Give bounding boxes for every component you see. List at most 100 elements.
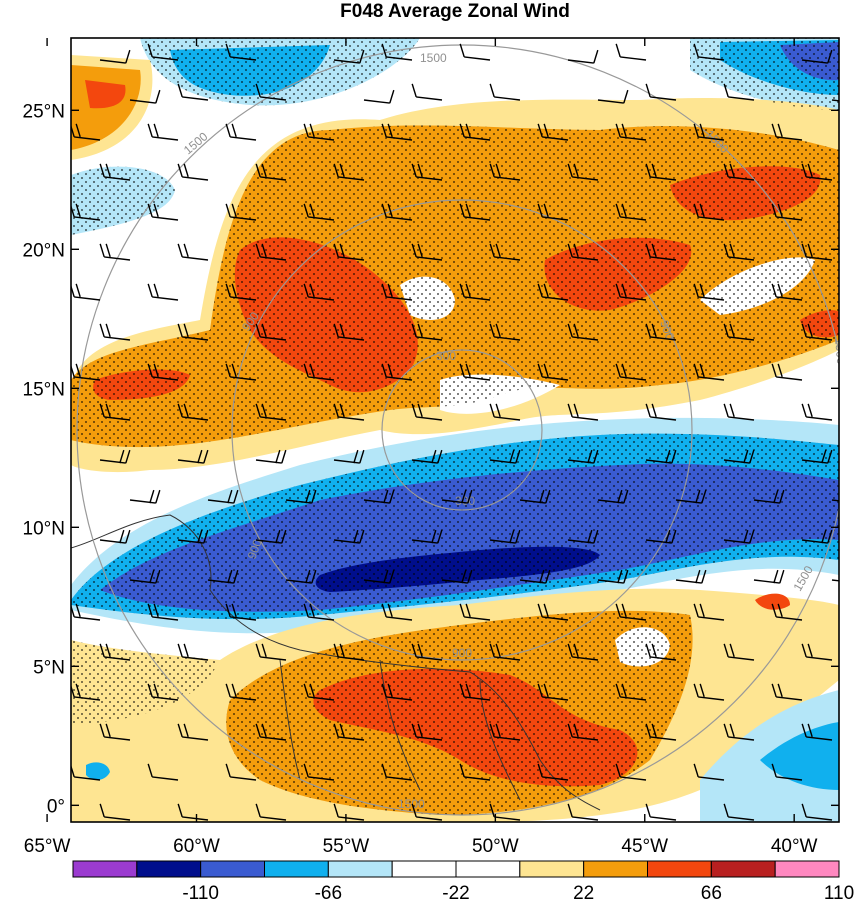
colorbar-swatch — [391, 860, 457, 878]
wind-barb — [333, 529, 365, 544]
wind-barb — [675, 489, 707, 504]
ring-label: 900 — [245, 537, 265, 561]
y-tick-label: 10°N — [23, 518, 65, 539]
wind-barb — [537, 763, 569, 781]
wind-barb — [753, 489, 785, 504]
colorbar-label: -22 — [442, 883, 469, 900]
wind-barb — [99, 403, 131, 421]
wind-barb — [225, 283, 257, 301]
colorbar-swatch — [327, 860, 393, 878]
wind-barb — [615, 203, 647, 221]
wind-barb — [207, 489, 239, 504]
wind-barb — [693, 283, 725, 301]
wind-barb — [597, 489, 629, 504]
ring-label: 900 — [452, 646, 472, 660]
stipple-ne-corner — [690, 38, 839, 110]
wind-barb — [177, 529, 209, 544]
wind-barb — [567, 323, 599, 341]
wind-barb — [519, 489, 551, 504]
wind-barb — [615, 43, 647, 61]
wind-barb — [285, 489, 317, 504]
wind-barb — [489, 403, 521, 421]
wind-barb — [489, 529, 521, 544]
ring-label: 1500 — [832, 337, 848, 365]
wind-barb — [411, 243, 443, 261]
wind-barb — [459, 363, 491, 381]
wind-barb — [225, 363, 257, 381]
wind-barb — [537, 603, 569, 621]
wind-barb — [99, 643, 131, 661]
contour-southwest-easterly — [86, 762, 110, 780]
colorbar-label: -66 — [315, 883, 342, 900]
range-ring-900 — [231, 199, 693, 661]
wind-barb — [255, 449, 287, 464]
colorbar-swatch — [583, 860, 649, 878]
wind-barb — [225, 603, 257, 621]
wind-barb — [99, 243, 131, 261]
x-tick-label: 50°W — [472, 836, 519, 857]
wind-barb — [567, 163, 599, 181]
wind-barb — [801, 163, 833, 181]
wind-barb — [333, 403, 365, 421]
wind-barb — [255, 163, 287, 181]
wind-barb — [381, 763, 413, 781]
colorbar-swatch — [72, 860, 138, 878]
wind-barb — [597, 89, 629, 104]
range-rings — [76, 44, 839, 816]
wind-barb — [459, 603, 491, 621]
wind-barb — [459, 763, 491, 781]
ring-label: 1500 — [420, 51, 447, 65]
wind-barb — [147, 123, 179, 141]
colorbar-swatch — [455, 860, 521, 878]
wind-barb — [831, 99, 839, 102]
stipple-easterly-band — [71, 433, 839, 620]
wind-barb — [693, 763, 725, 781]
wind-barb — [645, 529, 677, 544]
wind-barb — [411, 163, 443, 181]
wind-barb — [177, 163, 209, 181]
wind-barb — [147, 283, 179, 301]
wind-barb — [489, 723, 521, 741]
wind-barb — [381, 123, 413, 141]
wind-barb — [693, 43, 725, 61]
wind-barb — [255, 643, 287, 661]
wind-barb — [411, 323, 443, 341]
wind-barb — [177, 803, 209, 821]
wind-barb — [333, 723, 365, 741]
wind-barb — [801, 529, 833, 544]
wind-barb — [225, 763, 257, 781]
wind-barb — [645, 243, 677, 261]
wind-barb — [99, 323, 131, 341]
wind-barb — [333, 449, 365, 464]
wind-barb — [333, 643, 365, 661]
wind-barb — [147, 683, 179, 701]
wind-barb — [177, 449, 209, 464]
colorbar-swatch — [264, 860, 329, 878]
wind-barb — [801, 323, 833, 341]
colorbar-swatch — [774, 860, 840, 878]
stippling-overlay — [71, 38, 839, 815]
colorbar-label: 66 — [701, 883, 722, 900]
wind-barb — [255, 83, 287, 101]
wind-barb — [225, 123, 257, 141]
x-tick-label: 45°W — [621, 836, 668, 857]
wind-barb — [615, 683, 647, 701]
stipple-north-easterly — [140, 38, 420, 106]
x-axis: 65°W 60°W 55°W 50°W 45°W 40°W — [24, 38, 818, 857]
wind-barb — [801, 49, 833, 64]
wind-barb — [363, 89, 395, 104]
wind-barb — [693, 203, 725, 221]
wind-barb — [255, 403, 287, 421]
wind-barb — [147, 763, 179, 781]
wind-barb — [693, 363, 725, 381]
wind-barb — [645, 83, 677, 101]
wind-barb — [771, 203, 803, 221]
wind-barb — [71, 283, 101, 301]
wind-barb — [99, 529, 131, 544]
y-tick-label: 5°N — [33, 657, 65, 678]
stipple-southwest — [71, 640, 220, 725]
wind-barb — [333, 323, 365, 341]
wind-barb — [693, 683, 725, 701]
wind-barb — [645, 643, 677, 661]
wind-barb — [723, 83, 755, 101]
